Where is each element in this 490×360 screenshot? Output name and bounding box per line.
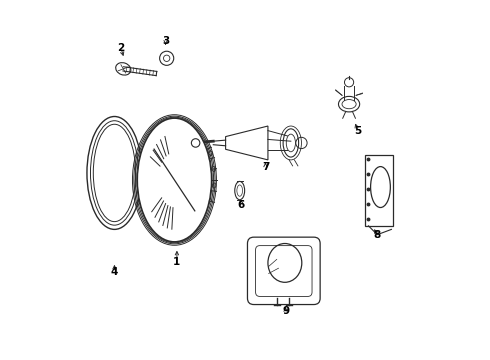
Text: 6: 6: [238, 200, 245, 210]
Text: 4: 4: [111, 267, 118, 278]
Text: 5: 5: [354, 126, 362, 136]
Ellipse shape: [137, 118, 212, 242]
Text: 3: 3: [162, 36, 169, 46]
Bar: [365, 155, 393, 226]
Text: 8: 8: [374, 230, 381, 240]
Text: 7: 7: [262, 162, 269, 172]
Text: 9: 9: [282, 306, 289, 316]
Text: 2: 2: [117, 43, 124, 53]
Text: 1: 1: [173, 257, 180, 267]
